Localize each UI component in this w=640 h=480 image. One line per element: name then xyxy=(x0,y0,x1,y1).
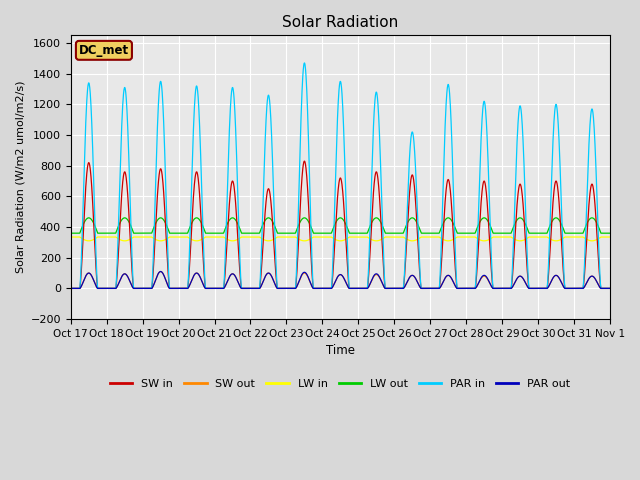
PAR out xyxy=(497,286,505,291)
SW in xyxy=(368,218,376,224)
X-axis label: Time: Time xyxy=(326,344,355,357)
SW in xyxy=(301,158,308,164)
LW in xyxy=(67,234,75,240)
Text: DC_met: DC_met xyxy=(79,44,129,57)
PAR in xyxy=(356,286,364,291)
LW in xyxy=(606,234,614,240)
SW out xyxy=(573,286,581,291)
LW in xyxy=(497,234,505,240)
SW out xyxy=(497,286,505,291)
Y-axis label: Solar Radiation (W/m2 umol/m2/s): Solar Radiation (W/m2 umol/m2/s) xyxy=(15,81,25,274)
Line: LW in: LW in xyxy=(71,237,610,241)
LW in xyxy=(85,238,93,244)
Line: SW in: SW in xyxy=(71,161,610,288)
PAR in xyxy=(559,234,566,240)
PAR in xyxy=(606,286,614,291)
SW in xyxy=(217,286,225,291)
SW out xyxy=(157,269,164,275)
Line: SW out: SW out xyxy=(71,272,610,288)
PAR out xyxy=(606,286,614,291)
LW in xyxy=(559,236,566,241)
Line: LW out: LW out xyxy=(71,218,610,233)
SW out xyxy=(218,286,225,291)
LW in xyxy=(368,237,376,242)
PAR in xyxy=(217,286,225,291)
LW out xyxy=(85,215,93,221)
Legend: SW in, SW out, LW in, LW out, PAR in, PAR out: SW in, SW out, LW in, LW out, PAR in, PA… xyxy=(106,374,575,393)
LW out xyxy=(218,230,225,236)
LW out xyxy=(606,230,614,236)
PAR in xyxy=(497,286,505,291)
LW in xyxy=(218,234,225,240)
PAR in xyxy=(573,286,581,291)
Line: PAR in: PAR in xyxy=(71,63,610,288)
SW out xyxy=(606,286,614,291)
PAR out xyxy=(559,282,566,288)
SW in xyxy=(356,286,364,291)
PAR out xyxy=(157,269,164,275)
PAR out xyxy=(356,286,364,291)
LW out xyxy=(497,230,505,236)
Title: Solar Radiation: Solar Radiation xyxy=(282,15,399,30)
LW out xyxy=(356,230,364,236)
PAR out xyxy=(573,286,581,291)
PAR in xyxy=(301,60,308,66)
SW out xyxy=(67,286,75,291)
SW in xyxy=(559,256,566,262)
SW in xyxy=(497,286,505,291)
Line: PAR out: PAR out xyxy=(71,272,610,288)
LW out xyxy=(573,230,581,236)
PAR out xyxy=(368,277,376,283)
SW out xyxy=(368,277,376,283)
PAR in xyxy=(368,172,376,178)
SW in xyxy=(573,286,581,291)
LW out xyxy=(368,220,376,226)
LW in xyxy=(573,234,581,240)
LW out xyxy=(559,224,566,229)
SW in xyxy=(67,286,75,291)
LW out xyxy=(67,230,75,236)
SW out xyxy=(559,282,566,288)
PAR out xyxy=(218,286,225,291)
PAR in xyxy=(67,286,75,291)
LW in xyxy=(356,234,364,240)
SW out xyxy=(356,286,364,291)
SW in xyxy=(606,286,614,291)
PAR out xyxy=(67,286,75,291)
